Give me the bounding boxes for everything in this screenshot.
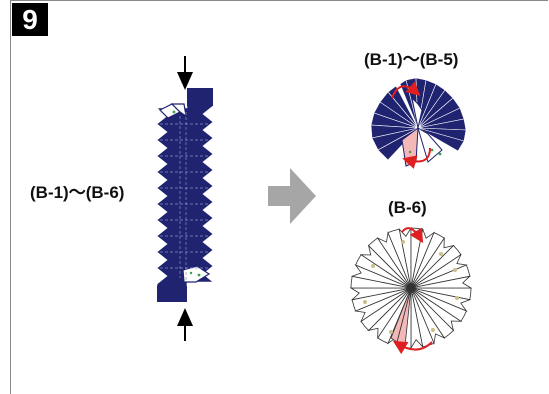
label-left: (B-1)～(B-6) (30, 183, 125, 202)
curved-red-arrow-icon (392, 227, 433, 355)
star-marks (363, 240, 459, 334)
label-top-right: (B-1)～(B-5) (364, 50, 459, 69)
right-arrow-icon (268, 168, 316, 224)
step-frame (10, 0, 548, 394)
partial-fan (370, 77, 467, 167)
pleated-strip (156, 87, 214, 303)
step-number-badge: 9 (12, 3, 48, 36)
label-bottom-right: (B-6) (388, 198, 427, 217)
full-rosette (349, 226, 473, 350)
curved-red-arrow-icon (391, 81, 431, 169)
rosette-pleat (410, 275, 473, 289)
